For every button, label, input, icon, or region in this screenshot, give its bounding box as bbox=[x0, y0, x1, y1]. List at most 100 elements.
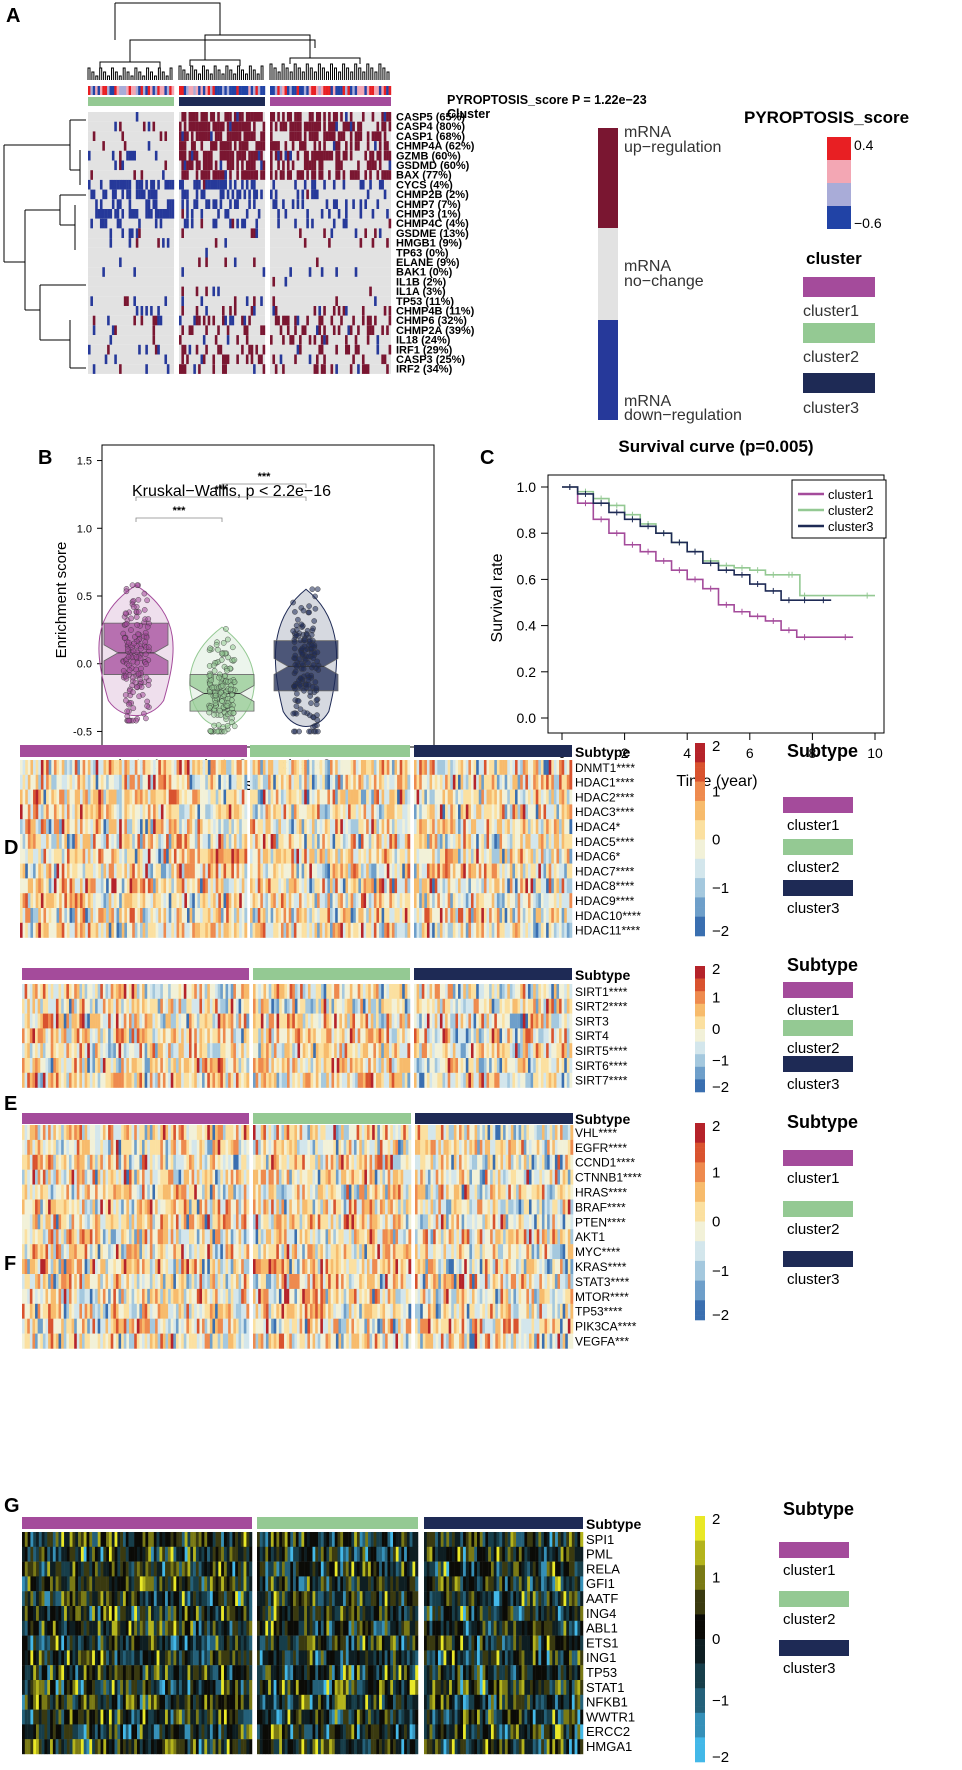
heatmap-cell bbox=[40, 908, 44, 923]
heatmap-cell bbox=[233, 819, 237, 835]
heatmap-cell bbox=[106, 922, 109, 938]
heatmap-cell bbox=[197, 789, 201, 805]
heatmap-cell bbox=[452, 774, 456, 790]
heatmap-cell-down bbox=[224, 209, 227, 219]
data-point-cluster1 bbox=[140, 710, 147, 717]
heatmap-cell bbox=[414, 760, 417, 775]
heatmap-cell-up bbox=[90, 170, 93, 180]
data-point-cluster1 bbox=[145, 682, 152, 688]
heatmap-cell bbox=[355, 863, 359, 879]
heatmap-cell bbox=[309, 908, 313, 923]
heatmap-cell bbox=[173, 908, 177, 923]
heatmap-cell bbox=[566, 863, 570, 879]
heatmap-cell bbox=[215, 922, 219, 938]
pyroptosis-score-cell bbox=[154, 86, 158, 95]
heatmap-cell bbox=[330, 789, 333, 805]
heatmap-cell bbox=[363, 893, 367, 909]
heatmap-cell bbox=[121, 878, 125, 894]
heatmap-cell bbox=[373, 789, 377, 805]
heatmap-cell bbox=[90, 789, 94, 805]
heatmap-cell bbox=[319, 819, 323, 835]
heatmap-cell bbox=[280, 878, 284, 894]
heatmap-cell bbox=[551, 908, 555, 923]
heatmap-cell-up bbox=[318, 112, 322, 122]
heatmap-cell bbox=[244, 908, 248, 923]
heatmap-cell bbox=[268, 819, 271, 835]
heatmap-cell-down bbox=[147, 189, 151, 200]
heatmap-cell-down bbox=[90, 189, 93, 200]
heatmap-cell bbox=[421, 834, 425, 849]
heatmap-cell-down bbox=[308, 267, 312, 277]
mrna-nochange-swatch bbox=[598, 228, 618, 320]
heatmap-cell bbox=[402, 922, 406, 938]
heatmap-cell bbox=[509, 908, 513, 923]
heatmap-cell bbox=[407, 893, 411, 909]
heatmap-cell bbox=[69, 804, 73, 820]
heatmap-cell-down bbox=[248, 189, 251, 200]
heatmap-cell bbox=[186, 760, 190, 775]
pyroptosis-score-cell bbox=[131, 86, 134, 95]
heatmap-cell bbox=[353, 893, 357, 909]
heatmap-cell bbox=[215, 760, 219, 775]
heatmap-cell bbox=[20, 760, 23, 775]
heatmap-cell-up bbox=[229, 306, 232, 316]
heatmap-cell bbox=[530, 819, 534, 835]
heatmap-cell bbox=[348, 774, 351, 790]
heatmap-cell-up bbox=[253, 160, 256, 171]
heatmap-cell bbox=[349, 984, 353, 999]
heatmap-cell bbox=[56, 834, 60, 849]
heatmap-cell bbox=[150, 760, 154, 775]
heatmap-cell bbox=[460, 922, 464, 938]
heatmap-cell bbox=[66, 1043, 70, 1059]
heatmap-cell bbox=[241, 1072, 245, 1088]
heatmap-cell bbox=[473, 804, 477, 820]
data-point-cluster1 bbox=[136, 609, 142, 615]
heatmap-cell bbox=[491, 774, 495, 790]
color-scale-step bbox=[695, 786, 705, 792]
heatmap-cell-down bbox=[378, 228, 382, 239]
heatmap-cell bbox=[429, 878, 433, 894]
heatmap-cell bbox=[205, 804, 209, 820]
heatmap-cell bbox=[189, 908, 193, 923]
heatmap-cell bbox=[32, 1072, 36, 1088]
heatmap-cell bbox=[186, 998, 190, 1014]
heatmap-cell bbox=[155, 1013, 158, 1029]
heatmap-cell bbox=[525, 834, 529, 849]
data-point-cluster1 bbox=[146, 644, 152, 651]
heatmap-cell bbox=[113, 789, 117, 805]
heatmap-cell bbox=[345, 834, 349, 849]
heatmap-cell bbox=[103, 863, 107, 879]
heatmap-cell-up bbox=[313, 170, 317, 180]
heatmap-cell bbox=[196, 1058, 200, 1073]
x-tick-label: 6 bbox=[746, 745, 754, 761]
heatmap-cell bbox=[566, 834, 570, 849]
heatmap-cell bbox=[270, 922, 274, 938]
survival-plot: 0.00.20.40.60.81.00246810cluster1cluster… bbox=[517, 474, 887, 761]
heatmap-cell bbox=[97, 1072, 101, 1088]
heatmap-cell bbox=[137, 908, 141, 923]
heatmap-cell-up bbox=[332, 131, 336, 142]
heatmap-cell bbox=[236, 863, 240, 879]
heatmap-cell bbox=[155, 774, 159, 790]
heatmap-cell bbox=[197, 893, 201, 909]
heatmap-cell bbox=[196, 1043, 200, 1059]
heatmap-cell bbox=[58, 984, 62, 999]
heatmap-cell bbox=[404, 893, 408, 909]
heatmap-cell bbox=[384, 834, 388, 849]
heatmap-cell bbox=[152, 1013, 156, 1029]
heatmap-cell bbox=[53, 819, 57, 835]
pyroptosis-score-cell bbox=[116, 86, 120, 95]
heatmap-cell bbox=[366, 819, 369, 835]
heatmap-cell bbox=[268, 878, 271, 894]
gene-label: IL1A (3%) bbox=[396, 286, 446, 298]
heatmap-cell bbox=[197, 922, 201, 938]
heatmap-cell bbox=[79, 998, 83, 1014]
heatmap-cell bbox=[546, 878, 549, 894]
heatmap-cell bbox=[473, 819, 477, 835]
heatmap-cell bbox=[90, 908, 94, 923]
heatmap-cell bbox=[186, 1013, 190, 1029]
heatmap-cell bbox=[275, 774, 279, 790]
heatmap-cell bbox=[496, 863, 500, 879]
heatmap-cell bbox=[192, 863, 196, 879]
gene-label: CHMP4B (11%) bbox=[396, 306, 475, 318]
